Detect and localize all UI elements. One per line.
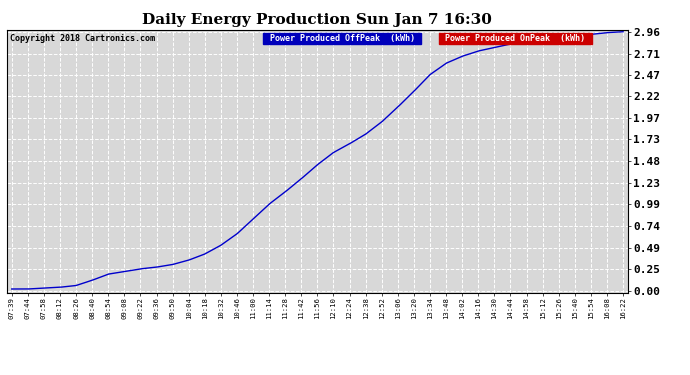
Text: Copyright 2018 Cartronics.com: Copyright 2018 Cartronics.com bbox=[10, 34, 155, 43]
Title: Daily Energy Production Sun Jan 7 16:30: Daily Energy Production Sun Jan 7 16:30 bbox=[142, 13, 493, 27]
Text: Power Produced OffPeak  (kWh): Power Produced OffPeak (kWh) bbox=[264, 34, 420, 43]
Text: Power Produced OnPeak  (kWh): Power Produced OnPeak (kWh) bbox=[440, 34, 591, 43]
